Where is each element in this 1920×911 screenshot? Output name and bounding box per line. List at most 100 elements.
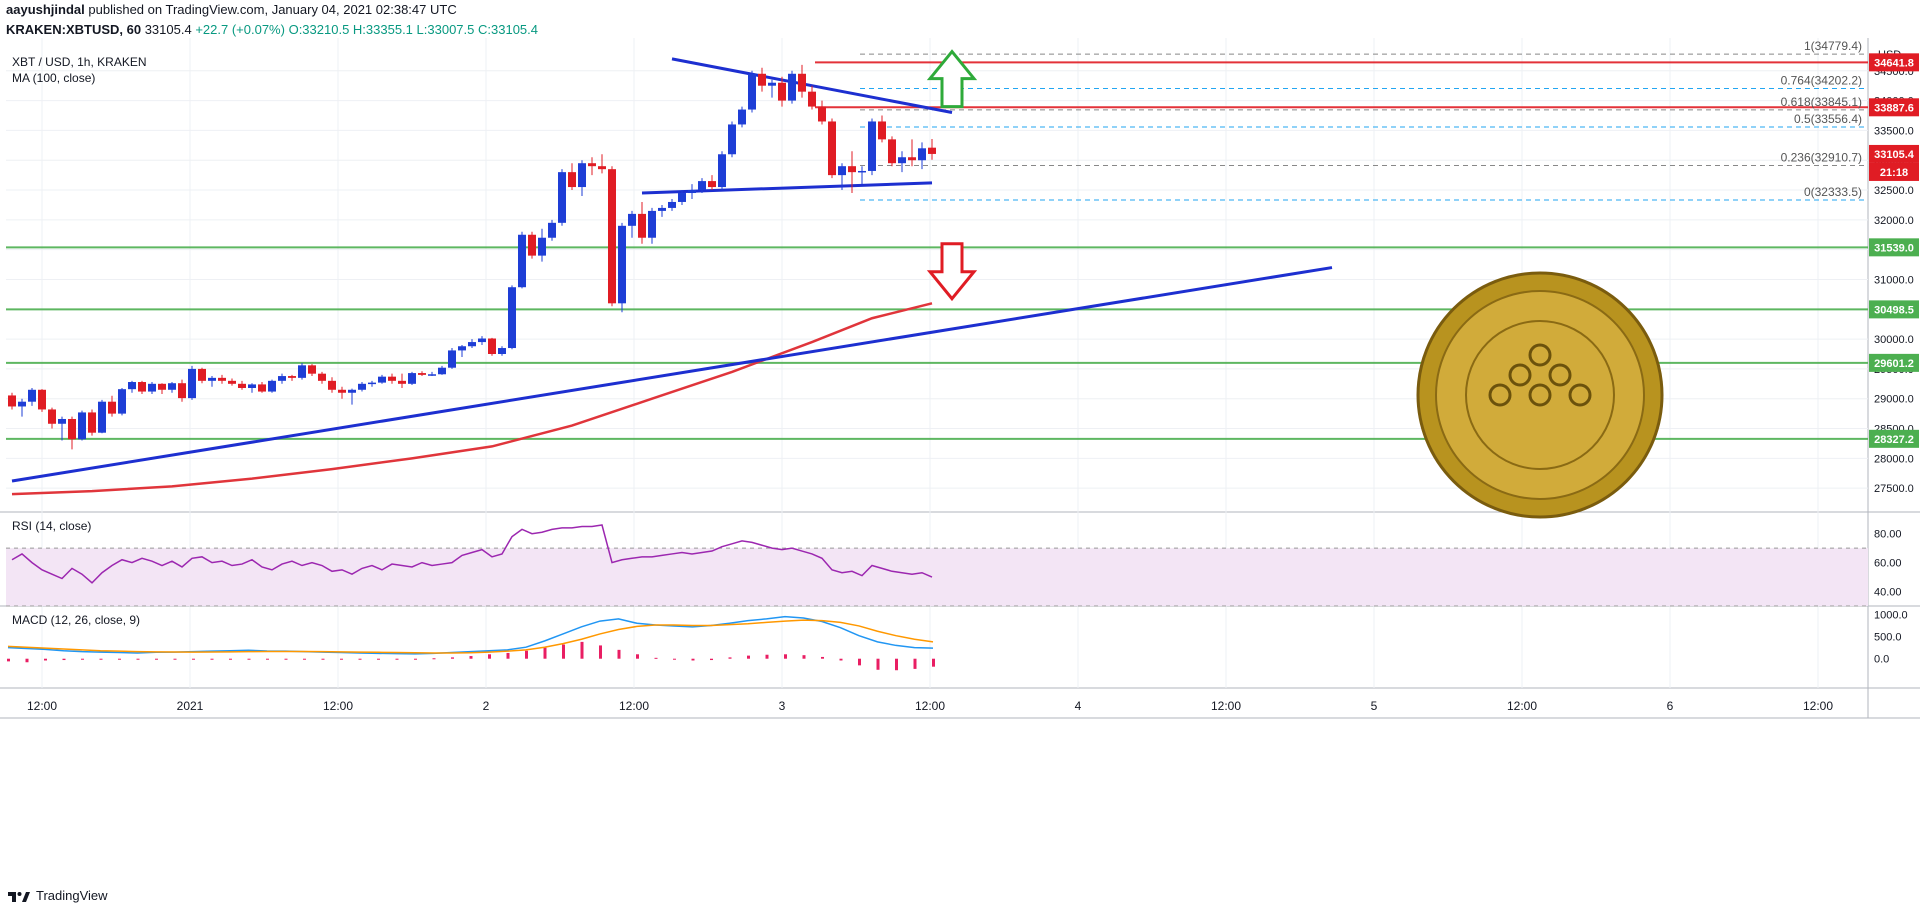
price-label-box	[1869, 98, 1919, 117]
candle-body	[658, 207, 666, 211]
macd-histogram-bar	[839, 658, 843, 661]
candle-body	[508, 287, 516, 349]
candle-body	[918, 148, 926, 161]
change-label: +22.7 (+0.07%)	[195, 22, 285, 37]
fib-level-label: 0.764(34202.2)	[1781, 74, 1862, 88]
candle-body	[518, 234, 526, 288]
ma-legend: MA (100, close)	[12, 71, 95, 85]
fib-level-label: 1(34779.4)	[1804, 39, 1862, 53]
author-name[interactable]: aayushjindal	[6, 2, 85, 17]
price-label: 28327.2	[1874, 434, 1914, 446]
candle-body	[898, 157, 906, 164]
candle-body	[318, 373, 326, 381]
macd-histogram-bar	[118, 658, 121, 660]
candle-body	[228, 380, 236, 384]
rsi-tick-label: 60.00	[1874, 558, 1902, 570]
macd-histogram-bar	[802, 655, 806, 659]
candle-body	[378, 376, 386, 383]
macd-histogram-bar	[266, 658, 269, 660]
candle-body	[168, 383, 176, 390]
candle-body	[158, 383, 166, 390]
macd-histogram-bar	[858, 658, 861, 666]
candle-body	[108, 401, 116, 414]
candle-body	[908, 157, 916, 161]
macd-histogram-bar	[451, 657, 454, 659]
high-label: H:33355.1	[352, 22, 413, 37]
candle-body	[458, 346, 466, 351]
y-tick-label: 30000.0	[1874, 334, 1914, 346]
candle-body	[348, 389, 356, 393]
candle-body	[258, 384, 266, 392]
price-label-box	[1869, 300, 1919, 319]
candle-body	[358, 383, 366, 390]
macd-histogram-bar	[303, 658, 306, 660]
macd-histogram-bar	[506, 652, 510, 659]
macd-histogram-bar	[728, 657, 732, 659]
coin-node	[1508, 363, 1532, 387]
macd-histogram-bar	[358, 658, 362, 660]
macd-histogram-bar	[580, 641, 584, 659]
rsi-legend: RSI (14, close)	[12, 519, 91, 533]
macd-histogram-bar	[821, 656, 824, 659]
macd-histogram-bar	[488, 654, 491, 659]
macd-histogram-bar	[395, 658, 399, 660]
macd-legend: MACD (12, 26, close, 9)	[12, 613, 140, 627]
macd-histogram-bar	[765, 654, 769, 659]
chart-header: aayushjindal published on TradingView.co…	[6, 2, 457, 17]
macd-histogram-bar	[673, 658, 676, 660]
y-tick-label: 27500.0	[1874, 483, 1914, 495]
candle-body	[608, 169, 616, 304]
rsi-line	[11, 524, 933, 584]
pair-legend: XBT / USD, 1h, KRAKEN	[12, 55, 147, 69]
candle-body	[398, 380, 406, 384]
macd-tick-label: 0.0	[1874, 654, 1889, 666]
x-tick-label: 2	[483, 699, 490, 713]
candle-body	[498, 348, 506, 354]
candle-body	[738, 109, 746, 125]
macd-histogram-bar	[340, 658, 343, 660]
y-tick-label: 33500.0	[1874, 125, 1914, 137]
rsi-tick-label: 40.00	[1874, 587, 1902, 599]
candle-body	[558, 172, 566, 223]
macd-histogram-bar	[562, 644, 565, 659]
breakdown-down-arrow	[926, 242, 978, 302]
price-label: 33887.6	[1874, 102, 1914, 114]
symbol-label[interactable]: KRAKEN:XBTUSD, 60	[6, 22, 142, 37]
x-tick-label: 12:00	[323, 699, 353, 713]
macd-histogram-bar	[691, 658, 695, 661]
macd-histogram-bar	[62, 658, 66, 661]
candle-body	[58, 418, 66, 424]
macd-histogram-bar	[636, 654, 639, 659]
candle-body	[218, 377, 226, 381]
macd-histogram-bar	[81, 658, 84, 660]
macd-histogram-bar	[173, 658, 177, 660]
open-label: O:33210.5	[288, 22, 350, 37]
candle-body	[248, 384, 256, 388]
close-label: C:33105.4	[478, 22, 539, 37]
signal-line	[7, 619, 934, 654]
candle-body	[408, 373, 416, 384]
candle-body	[818, 106, 826, 122]
macd-histogram-bar	[377, 658, 380, 660]
tradingview-logo-icon	[8, 891, 30, 902]
macd-histogram-bar	[44, 658, 47, 661]
macd-histogram-bar	[192, 658, 195, 660]
coin-inner	[1435, 290, 1645, 500]
price-label-box	[1869, 238, 1919, 257]
candle-body	[848, 166, 856, 173]
candle-body	[468, 342, 476, 347]
tradingview-brand[interactable]: TradingView	[8, 888, 108, 903]
macd-histogram-bar	[617, 649, 621, 659]
macd-histogram-bar	[136, 658, 140, 660]
price-label: 34641.8	[1874, 57, 1914, 69]
x-tick-label: 12:00	[1211, 699, 1241, 713]
low-label: L:33007.5	[416, 22, 475, 37]
coin-node	[1528, 343, 1552, 367]
macd-histogram-bar	[876, 658, 880, 670]
macd-histogram-bar	[155, 658, 158, 660]
candle-body	[698, 181, 706, 191]
y-tick-label: 28000.0	[1874, 453, 1914, 465]
candle-body	[488, 338, 496, 354]
macd-histogram-bar	[25, 658, 29, 663]
